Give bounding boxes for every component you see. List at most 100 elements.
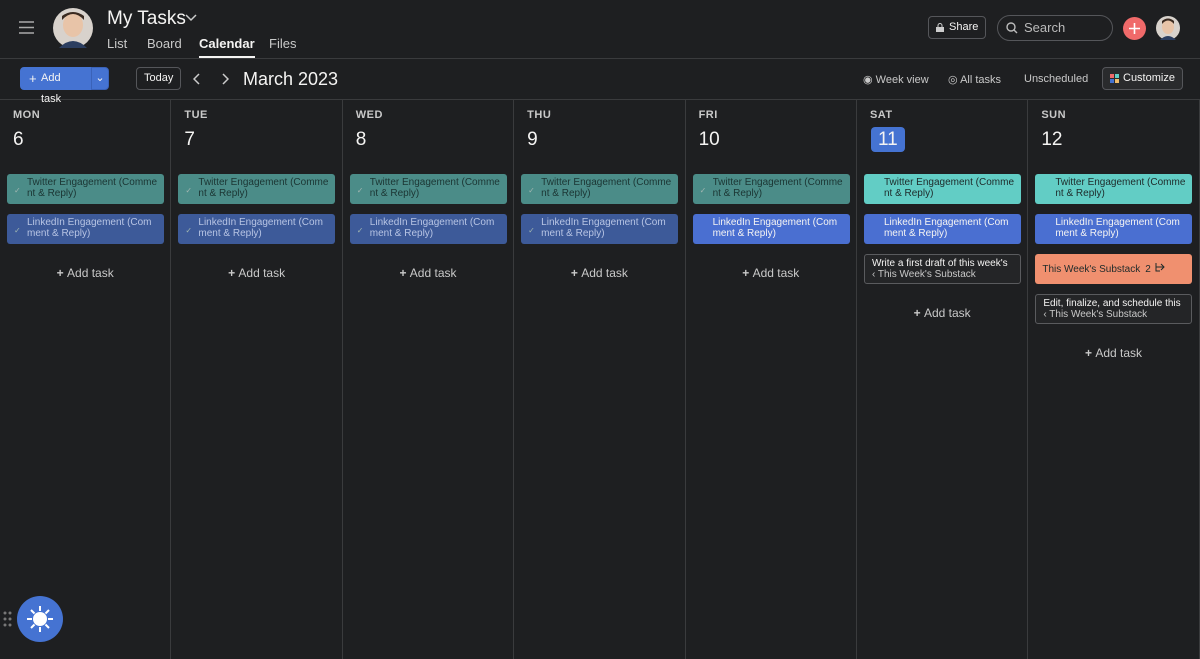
add-task-label: Add task bbox=[409, 266, 457, 280]
search-placeholder: Search bbox=[1024, 20, 1066, 35]
check-icon: ✓ bbox=[14, 186, 21, 195]
date: 8 bbox=[355, 129, 367, 150]
weekday: SUN bbox=[1041, 109, 1067, 121]
task-title: LinkedIn Engagement (Comment & Reply) bbox=[883, 217, 1009, 239]
add-task-label: Add task bbox=[67, 266, 114, 280]
task-card[interactable]: ✓LinkedIn Engagement (Comment & Reply) bbox=[178, 214, 336, 244]
task-parent: ‹ This Week's Substack bbox=[1043, 309, 1148, 320]
task-card[interactable]: ✓Twitter Engagement (Comment & Reply) bbox=[521, 174, 679, 204]
add-task-label: Add task bbox=[923, 306, 971, 320]
task-card[interactable]: ✓Twitter Engagement (Comment & Reply) bbox=[349, 174, 507, 204]
add-task[interactable]: + Add task bbox=[171, 266, 341, 280]
task-card[interactable]: ✓Twitter Engagement (Comment & Reply) bbox=[178, 174, 336, 204]
tab[interactable]: Board bbox=[147, 36, 182, 51]
task-card[interactable]: ✓LinkedIn Engagement (Comment & Reply) bbox=[1035, 214, 1193, 244]
task-card[interactable]: Write a first draft of this week's ‹ This… bbox=[863, 254, 1021, 284]
date: 11 bbox=[870, 127, 905, 152]
add-task[interactable]: + Add task bbox=[686, 266, 856, 280]
day-column: FRI 10 ✓ Twitter Engagement (Comment & Repl… bbox=[686, 100, 857, 659]
calendar-grid: MON 6 ✓ Twitter Engagement (Comment & Reply… bbox=[0, 100, 1200, 659]
add-task[interactable]: + Add task bbox=[1028, 346, 1198, 360]
toolbar: + Add task ⌄ Today March 2023 bbox=[0, 59, 1200, 105]
prev-week[interactable] bbox=[193, 73, 201, 85]
add-task-label: Add task bbox=[238, 266, 286, 280]
add-task[interactable]: + Add task bbox=[857, 306, 1027, 320]
task-card[interactable]: ✓LinkedIn Engagement (Comment & Reply) bbox=[692, 214, 850, 244]
today-button[interactable]: Today bbox=[136, 67, 182, 90]
menu-icon[interactable] bbox=[19, 21, 34, 34]
task-title: Twitter Engagement (Comment & Reply) bbox=[1055, 177, 1186, 199]
add-task[interactable]: + Add task bbox=[343, 266, 513, 280]
subtask-icon bbox=[1155, 263, 1165, 272]
day-column: TUE 7 ✓ Twitter Engagement (Comment & Reply… bbox=[171, 100, 343, 659]
tab[interactable]: List bbox=[107, 36, 128, 51]
add-task-options[interactable]: ⌄ bbox=[91, 67, 109, 90]
date: 6 bbox=[13, 129, 24, 150]
task-title: Twitter Engagement (Comment & Reply) bbox=[198, 177, 329, 199]
day-column: SUN 12 ✓Twitter Engagement (Comment & Repl… bbox=[1028, 100, 1200, 659]
unscheduled[interactable]: Unscheduled bbox=[1024, 73, 1089, 85]
date: 9 bbox=[527, 129, 538, 150]
add-task-button[interactable]: + Add task bbox=[20, 67, 91, 105]
top-bar: My Tasks List Board Calendar Files Share Se… bbox=[0, 0, 1200, 59]
weekday: FRI bbox=[698, 109, 718, 121]
title-dropdown[interactable] bbox=[185, 14, 197, 22]
task-card[interactable]: ✓LinkedIn Engagement (Comment & Reply) bbox=[7, 214, 164, 244]
share-button[interactable]: Share bbox=[928, 16, 987, 39]
check-icon: ✓ bbox=[14, 226, 21, 235]
weekday: THU bbox=[527, 109, 552, 121]
add-task[interactable]: + Add task bbox=[514, 266, 684, 280]
next-week[interactable] bbox=[221, 73, 229, 85]
weekday: SAT bbox=[869, 109, 893, 121]
day-column: MON 6 ✓ Twitter Engagement (Comment & Reply… bbox=[0, 100, 172, 659]
date: 12 bbox=[1041, 129, 1063, 150]
task-title: Twitter Engagement (Comment & Reply) bbox=[712, 177, 843, 199]
week-view-label: Week view bbox=[875, 74, 929, 86]
task-parent: ‹ This Week's Substack bbox=[871, 269, 976, 280]
task-card[interactable]: ✓Twitter Engagement (Comment & Reply) bbox=[863, 174, 1021, 204]
task-card[interactable]: ✓ Twitter Engagement (Comment & Reply) bbox=[7, 174, 164, 204]
plus-icon: + bbox=[913, 306, 924, 320]
all-tasks[interactable]: ◎ All tasks bbox=[948, 74, 1002, 86]
check-icon: ✓ bbox=[356, 226, 364, 235]
task-card[interactable]: ✓ Twitter Engagement (Comment & Reply) bbox=[692, 174, 850, 204]
task-title: Twitter Engagement (Comment & Reply) bbox=[541, 177, 672, 199]
task-title: LinkedIn Engagement (Comment & Reply) bbox=[1055, 217, 1180, 239]
task-title: LinkedIn Engagement (Comment & Reply) bbox=[198, 217, 323, 239]
add-task-label: Add task bbox=[1095, 346, 1143, 360]
share-label: Share bbox=[949, 21, 979, 33]
task-card[interactable]: ✓Twitter Engagement (Comment & Reply) bbox=[1035, 174, 1193, 204]
check-icon: ✓ bbox=[699, 186, 707, 195]
add-task-label: Add task bbox=[581, 266, 628, 280]
task-card[interactable]: ✓LinkedIn Engagement (Comment & Reply) bbox=[349, 214, 507, 244]
search-box[interactable]: Search bbox=[997, 15, 1113, 41]
week-view[interactable]: ◉ Week view bbox=[863, 74, 929, 86]
customize-button[interactable]: Customize bbox=[1102, 67, 1183, 90]
recorder-button[interactable] bbox=[2, 596, 66, 644]
task-card[interactable]: This Week's Substack 2 bbox=[1035, 254, 1193, 284]
create-button[interactable] bbox=[1123, 17, 1146, 40]
tab[interactable]: Calendar bbox=[199, 36, 255, 51]
profile-avatar[interactable] bbox=[1156, 16, 1180, 40]
plus-icon: + bbox=[228, 266, 239, 280]
task-title: LinkedIn Engagement (Comment & Reply) bbox=[712, 217, 838, 239]
month-label: March 2023 bbox=[243, 69, 339, 89]
weekday: MON bbox=[13, 109, 41, 121]
add-task-label: Add task bbox=[752, 266, 800, 280]
date: 10 bbox=[698, 129, 720, 150]
plus-icon: + bbox=[570, 266, 582, 280]
add-task[interactable]: + Add task bbox=[0, 266, 170, 280]
task-title: Write a first draft of this week's bbox=[871, 258, 1008, 269]
page-title: My Tasks bbox=[107, 8, 186, 29]
plus-icon: + bbox=[399, 266, 410, 280]
task-card[interactable]: ✓LinkedIn Engagement (Comment & Reply) bbox=[521, 214, 679, 244]
plus-icon: + bbox=[56, 266, 68, 280]
task-card[interactable]: Edit, finalize, and schedule this ‹ This … bbox=[1035, 294, 1193, 324]
task-card[interactable]: ✓LinkedIn Engagement (Comment & Reply) bbox=[863, 214, 1021, 244]
task-title: Twitter Engagement (Comment & Reply) bbox=[27, 177, 158, 199]
tab[interactable]: Files bbox=[269, 36, 297, 51]
avatar[interactable] bbox=[53, 8, 93, 48]
task-title: This Week's Substack bbox=[1042, 264, 1141, 275]
day-column: WED 8 ✓ Twitter Engagement (Comment & Reply… bbox=[343, 100, 515, 659]
